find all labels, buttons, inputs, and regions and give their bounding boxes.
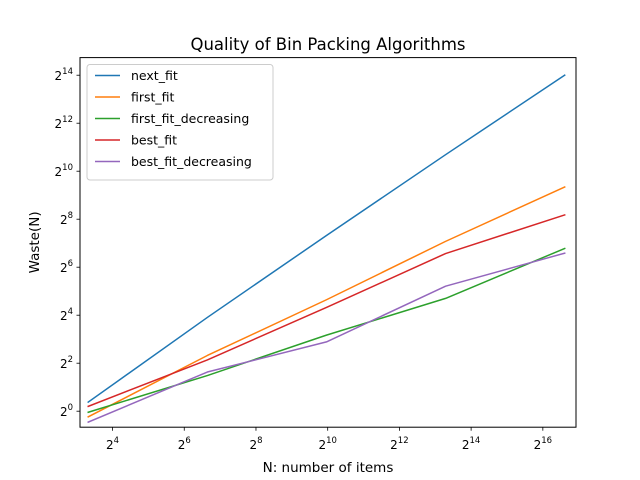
y-tick-exponent: 8 [68, 211, 73, 221]
series-line-first-fit-decreasing [87, 247, 566, 414]
x-tick-base: 2 [106, 438, 114, 452]
y-tick-label: 26 [60, 259, 73, 275]
y-tick-label: 20 [60, 403, 73, 419]
x-tick-label: 24 [106, 436, 119, 452]
x-tick-base: 2 [318, 438, 326, 452]
x-axis-label: N: number of items [263, 460, 394, 476]
y-tick-base: 2 [60, 405, 68, 419]
legend-box [86, 64, 274, 181]
y-tick-label: 22 [60, 355, 73, 371]
x-tick-label: 210 [318, 436, 336, 452]
x-tick-label: 216 [534, 436, 552, 452]
x-tick-base: 2 [390, 438, 398, 452]
y-tick-label: 212 [55, 115, 73, 131]
x-tick-exponent: 4 [114, 436, 119, 446]
y-tick-exponent: 6 [68, 259, 73, 269]
legend-label: best_fit_decreasing [131, 154, 252, 169]
y-tick-exponent: 12 [62, 115, 73, 125]
y-axis-label: Waste(N) [27, 211, 43, 273]
x-tick-exponent: 6 [185, 436, 190, 446]
x-tick-exponent: 12 [398, 436, 409, 446]
y-tick-label: 28 [60, 211, 73, 227]
y-tick-base: 2 [55, 117, 63, 131]
y-tick-label: 214 [55, 67, 73, 83]
plot-series [87, 74, 566, 424]
chart-legend: next_fit first_fit first_fit_decreasingbes… [86, 64, 274, 181]
y-tick-base: 2 [55, 69, 63, 83]
x-tick-base: 2 [249, 438, 257, 452]
x-tick-base: 2 [462, 438, 470, 452]
legend-label: next_fit [131, 68, 178, 83]
y-tick-exponent: 14 [62, 67, 73, 77]
legend-label: first_fit [131, 90, 175, 105]
y-tick-base: 2 [60, 357, 68, 371]
y-tick-exponent: 0 [68, 403, 73, 413]
y-tick-base: 2 [60, 261, 68, 275]
y-tick-exponent: 2 [68, 355, 73, 365]
series-line-best-fit-decreasing [87, 252, 566, 424]
x-tick-label: 26 [178, 436, 191, 452]
x-tick-label: 28 [249, 436, 262, 452]
y-tick-exponent: 4 [68, 307, 73, 317]
series-line-best-fit [87, 213, 566, 408]
series-line-next-fit [87, 74, 566, 404]
y-tick-label: 24 [60, 307, 73, 323]
x-tick-base: 2 [534, 438, 542, 452]
x-tick-exponent: 8 [257, 436, 262, 446]
x-tick-base: 2 [178, 438, 186, 452]
legend-label: first_fit_decreasing [131, 111, 249, 126]
x-tick-label: 214 [462, 436, 480, 452]
y-tick-exponent: 10 [62, 163, 73, 173]
y-tick-base: 2 [55, 165, 63, 179]
y-tick-label: 210 [55, 163, 73, 179]
x-tick-exponent: 14 [470, 436, 481, 446]
x-tick-exponent: 16 [541, 436, 552, 446]
x-axis-ticks: 24 26 28 210 212 214 216 [106, 427, 552, 452]
y-tick-base: 2 [60, 309, 68, 323]
x-tick-label: 212 [390, 436, 408, 452]
x-tick-exponent: 10 [326, 436, 337, 446]
chart-title: Quality of Bin Packing Algorithms [190, 35, 465, 54]
legend-label: best_fit [131, 133, 177, 148]
y-tick-base: 2 [60, 213, 68, 227]
